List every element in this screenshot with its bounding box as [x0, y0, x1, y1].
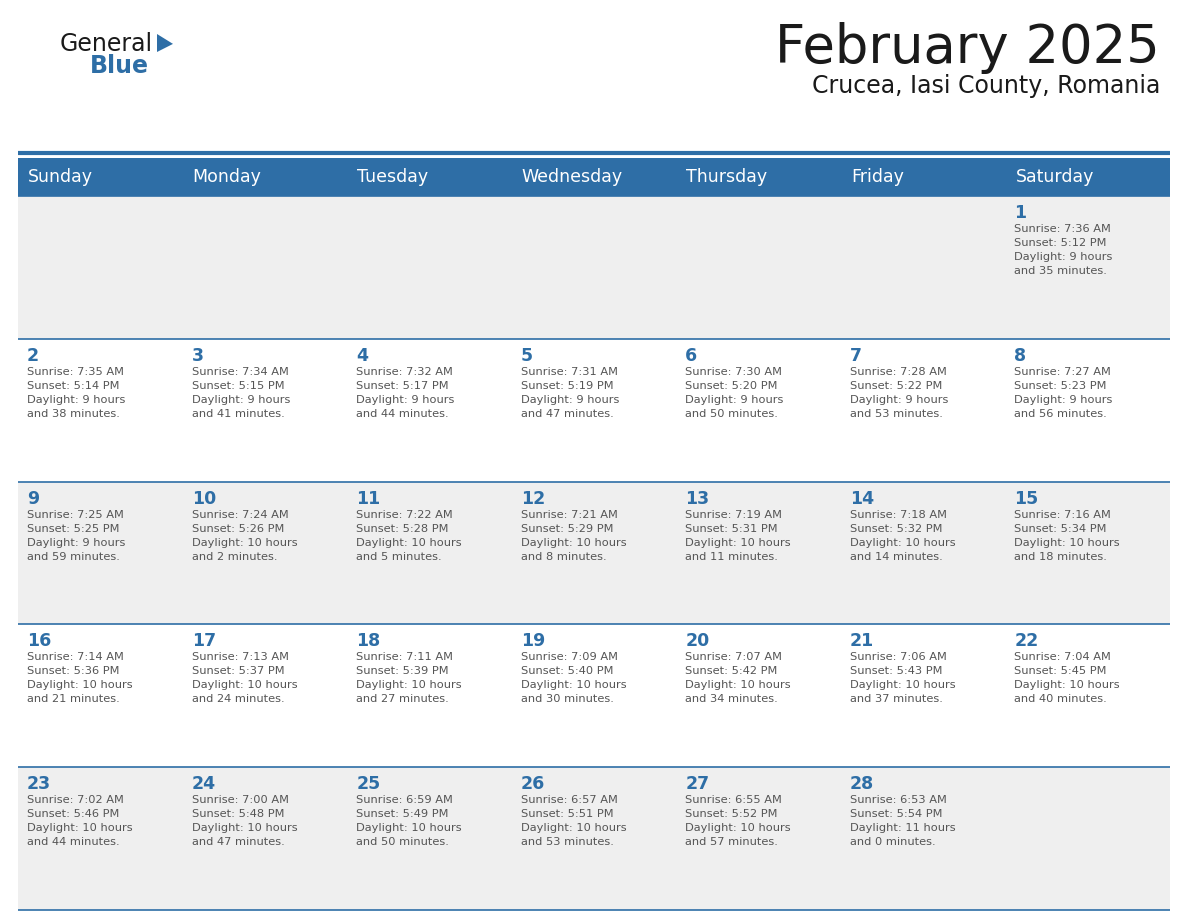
Text: 26: 26	[520, 775, 545, 793]
Text: 19: 19	[520, 633, 545, 650]
Text: Saturday: Saturday	[1016, 168, 1094, 186]
Text: 28: 28	[849, 775, 874, 793]
Text: 18: 18	[356, 633, 380, 650]
Text: Sunrise: 7:06 AM
Sunset: 5:43 PM
Daylight: 10 hours
and 37 minutes.: Sunrise: 7:06 AM Sunset: 5:43 PM Dayligh…	[849, 653, 955, 704]
Text: 20: 20	[685, 633, 709, 650]
Text: Sunrise: 7:09 AM
Sunset: 5:40 PM
Daylight: 10 hours
and 30 minutes.: Sunrise: 7:09 AM Sunset: 5:40 PM Dayligh…	[520, 653, 626, 704]
Text: February 2025: February 2025	[776, 22, 1159, 74]
Text: 12: 12	[520, 489, 545, 508]
Text: Sunrise: 7:04 AM
Sunset: 5:45 PM
Daylight: 10 hours
and 40 minutes.: Sunrise: 7:04 AM Sunset: 5:45 PM Dayligh…	[1015, 653, 1120, 704]
Text: Wednesday: Wednesday	[522, 168, 623, 186]
Text: 11: 11	[356, 489, 380, 508]
Text: 15: 15	[1015, 489, 1038, 508]
Text: 2: 2	[27, 347, 39, 364]
Text: Sunrise: 6:59 AM
Sunset: 5:49 PM
Daylight: 10 hours
and 50 minutes.: Sunrise: 6:59 AM Sunset: 5:49 PM Dayligh…	[356, 795, 462, 847]
Text: Monday: Monday	[192, 168, 261, 186]
Bar	[18, 158, 1170, 196]
Text: 24: 24	[191, 775, 216, 793]
Text: 10: 10	[191, 489, 216, 508]
Text: Sunrise: 7:13 AM
Sunset: 5:37 PM
Daylight: 10 hours
and 24 minutes.: Sunrise: 7:13 AM Sunset: 5:37 PM Dayligh…	[191, 653, 297, 704]
Text: 5: 5	[520, 347, 533, 364]
Polygon shape	[157, 34, 173, 52]
Text: 23: 23	[27, 775, 51, 793]
Text: Sunrise: 7:31 AM
Sunset: 5:19 PM
Daylight: 9 hours
and 47 minutes.: Sunrise: 7:31 AM Sunset: 5:19 PM Dayligh…	[520, 367, 619, 419]
Text: Sunrise: 7:22 AM
Sunset: 5:28 PM
Daylight: 10 hours
and 5 minutes.: Sunrise: 7:22 AM Sunset: 5:28 PM Dayligh…	[356, 509, 462, 562]
Bar	[18, 482, 1170, 624]
Bar	[18, 767, 1170, 910]
Text: Sunrise: 6:57 AM
Sunset: 5:51 PM
Daylight: 10 hours
and 53 minutes.: Sunrise: 6:57 AM Sunset: 5:51 PM Dayligh…	[520, 795, 626, 847]
Text: 22: 22	[1015, 633, 1038, 650]
Bar	[18, 196, 1170, 339]
Text: 7: 7	[849, 347, 861, 364]
Text: Sunrise: 7:36 AM
Sunset: 5:12 PM
Daylight: 9 hours
and 35 minutes.: Sunrise: 7:36 AM Sunset: 5:12 PM Dayligh…	[1015, 224, 1113, 276]
Bar	[18, 339, 1170, 482]
Text: Sunrise: 7:34 AM
Sunset: 5:15 PM
Daylight: 9 hours
and 41 minutes.: Sunrise: 7:34 AM Sunset: 5:15 PM Dayligh…	[191, 367, 290, 419]
Text: Sunrise: 6:55 AM
Sunset: 5:52 PM
Daylight: 10 hours
and 57 minutes.: Sunrise: 6:55 AM Sunset: 5:52 PM Dayligh…	[685, 795, 791, 847]
Text: 6: 6	[685, 347, 697, 364]
Text: 13: 13	[685, 489, 709, 508]
Text: 27: 27	[685, 775, 709, 793]
Text: Sunrise: 7:35 AM
Sunset: 5:14 PM
Daylight: 9 hours
and 38 minutes.: Sunrise: 7:35 AM Sunset: 5:14 PM Dayligh…	[27, 367, 126, 419]
Text: Sunrise: 7:14 AM
Sunset: 5:36 PM
Daylight: 10 hours
and 21 minutes.: Sunrise: 7:14 AM Sunset: 5:36 PM Dayligh…	[27, 653, 133, 704]
Text: 8: 8	[1015, 347, 1026, 364]
Text: Sunrise: 7:21 AM
Sunset: 5:29 PM
Daylight: 10 hours
and 8 minutes.: Sunrise: 7:21 AM Sunset: 5:29 PM Dayligh…	[520, 509, 626, 562]
Text: Friday: Friday	[851, 168, 904, 186]
Text: Blue: Blue	[90, 54, 148, 78]
Text: Tuesday: Tuesday	[358, 168, 428, 186]
Text: Sunrise: 7:11 AM
Sunset: 5:39 PM
Daylight: 10 hours
and 27 minutes.: Sunrise: 7:11 AM Sunset: 5:39 PM Dayligh…	[356, 653, 462, 704]
Text: Sunrise: 7:07 AM
Sunset: 5:42 PM
Daylight: 10 hours
and 34 minutes.: Sunrise: 7:07 AM Sunset: 5:42 PM Dayligh…	[685, 653, 791, 704]
Text: Sunday: Sunday	[29, 168, 93, 186]
Text: Sunrise: 7:25 AM
Sunset: 5:25 PM
Daylight: 9 hours
and 59 minutes.: Sunrise: 7:25 AM Sunset: 5:25 PM Dayligh…	[27, 509, 126, 562]
Text: Sunrise: 7:32 AM
Sunset: 5:17 PM
Daylight: 9 hours
and 44 minutes.: Sunrise: 7:32 AM Sunset: 5:17 PM Dayligh…	[356, 367, 455, 419]
Text: 25: 25	[356, 775, 380, 793]
Text: Sunrise: 7:28 AM
Sunset: 5:22 PM
Daylight: 9 hours
and 53 minutes.: Sunrise: 7:28 AM Sunset: 5:22 PM Dayligh…	[849, 367, 948, 419]
Text: Sunrise: 7:16 AM
Sunset: 5:34 PM
Daylight: 10 hours
and 18 minutes.: Sunrise: 7:16 AM Sunset: 5:34 PM Dayligh…	[1015, 509, 1120, 562]
Text: Sunrise: 7:18 AM
Sunset: 5:32 PM
Daylight: 10 hours
and 14 minutes.: Sunrise: 7:18 AM Sunset: 5:32 PM Dayligh…	[849, 509, 955, 562]
Text: Sunrise: 7:19 AM
Sunset: 5:31 PM
Daylight: 10 hours
and 11 minutes.: Sunrise: 7:19 AM Sunset: 5:31 PM Dayligh…	[685, 509, 791, 562]
Bar	[18, 624, 1170, 767]
Text: 4: 4	[356, 347, 368, 364]
Text: Thursday: Thursday	[687, 168, 767, 186]
Text: 3: 3	[191, 347, 203, 364]
Text: Sunrise: 7:00 AM
Sunset: 5:48 PM
Daylight: 10 hours
and 47 minutes.: Sunrise: 7:00 AM Sunset: 5:48 PM Dayligh…	[191, 795, 297, 847]
Text: Sunrise: 7:30 AM
Sunset: 5:20 PM
Daylight: 9 hours
and 50 minutes.: Sunrise: 7:30 AM Sunset: 5:20 PM Dayligh…	[685, 367, 784, 419]
Text: Crucea, Iasi County, Romania: Crucea, Iasi County, Romania	[811, 74, 1159, 98]
Text: Sunrise: 6:53 AM
Sunset: 5:54 PM
Daylight: 11 hours
and 0 minutes.: Sunrise: 6:53 AM Sunset: 5:54 PM Dayligh…	[849, 795, 955, 847]
Text: 9: 9	[27, 489, 39, 508]
Text: 17: 17	[191, 633, 216, 650]
Text: Sunrise: 7:27 AM
Sunset: 5:23 PM
Daylight: 9 hours
and 56 minutes.: Sunrise: 7:27 AM Sunset: 5:23 PM Dayligh…	[1015, 367, 1113, 419]
Text: General: General	[61, 32, 153, 56]
Text: 14: 14	[849, 489, 874, 508]
Text: 16: 16	[27, 633, 51, 650]
Text: Sunrise: 7:02 AM
Sunset: 5:46 PM
Daylight: 10 hours
and 44 minutes.: Sunrise: 7:02 AM Sunset: 5:46 PM Dayligh…	[27, 795, 133, 847]
Text: 21: 21	[849, 633, 874, 650]
Text: Sunrise: 7:24 AM
Sunset: 5:26 PM
Daylight: 10 hours
and 2 minutes.: Sunrise: 7:24 AM Sunset: 5:26 PM Dayligh…	[191, 509, 297, 562]
Text: 1: 1	[1015, 204, 1026, 222]
